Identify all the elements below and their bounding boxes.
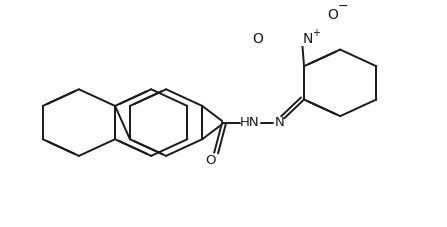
Text: N: N [303,32,313,46]
Text: −: − [337,0,348,13]
Text: +: + [312,28,320,38]
Text: O: O [205,154,215,167]
Text: HN: HN [240,116,260,129]
Text: O: O [327,8,338,22]
Text: O: O [252,32,263,46]
Text: N: N [275,116,285,129]
